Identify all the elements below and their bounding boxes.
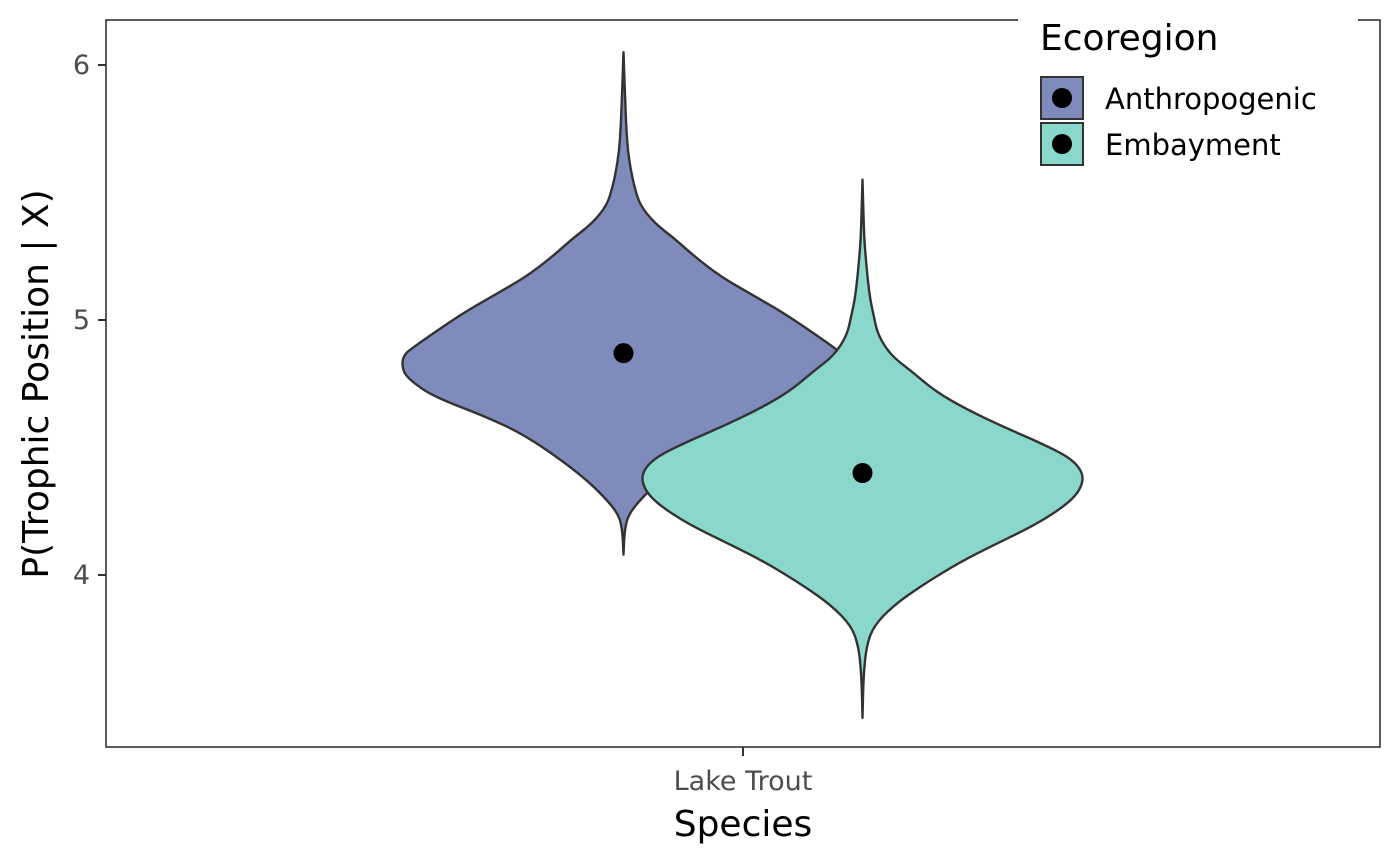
- violin-embayment: [641, 178, 1084, 719]
- point-estimate-anthropogenic: [613, 343, 634, 364]
- legend: Ecoregion Anthropogenic Embayment: [1018, 8, 1358, 176]
- legend-key-point: [1052, 88, 1072, 108]
- y-tick-label: 4: [73, 560, 90, 591]
- legend-key-point: [1052, 134, 1072, 154]
- legend-label: Anthropogenic: [1105, 82, 1317, 116]
- x-tick-label: Lake Trout: [674, 766, 813, 797]
- y-tick-label: 6: [73, 50, 90, 81]
- y-tick-label: 5: [73, 305, 90, 336]
- legend-item-anthropogenic: Anthropogenic: [1040, 76, 1317, 120]
- violins-group: [401, 51, 1084, 719]
- x-axis: Lake Trout: [674, 747, 813, 797]
- point-estimate-embayment: [852, 463, 873, 483]
- legend-item-embayment: Embayment: [1040, 122, 1281, 166]
- x-axis-title: Species: [674, 804, 813, 845]
- legend-label: Embayment: [1105, 128, 1281, 162]
- y-axis: 4 5 6: [73, 50, 106, 591]
- legend-title: Ecoregion: [1040, 18, 1218, 59]
- y-axis-title: P(Trophic Position | X): [16, 189, 57, 578]
